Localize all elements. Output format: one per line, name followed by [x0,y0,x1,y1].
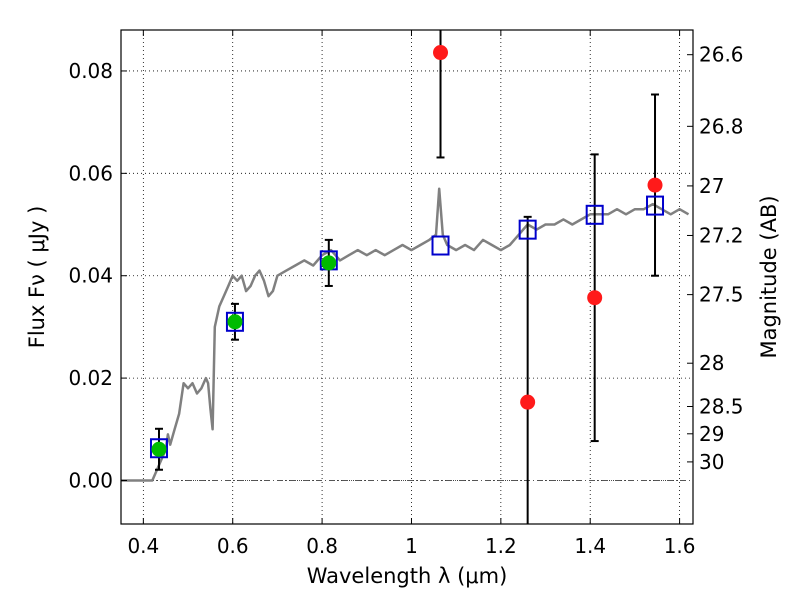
data-marks [149,30,665,524]
model-photometry-point [646,195,665,216]
y-tick-label: 0.02 [68,366,113,390]
magnitude-tick-label: 26.6 [699,43,744,67]
magnitude-tick-label: 26.8 [699,114,744,138]
x-tick-label: 1 [405,534,418,558]
y-tick-label: 0.00 [68,468,113,492]
y-tick-label: 0.04 [68,264,113,288]
magnitude-axis-label: Magnitude (AB) [757,195,781,358]
model-photometry-point [225,311,244,332]
model-photometry-point [585,204,604,225]
x-axis-label: Wavelength λ (μm) [307,564,508,588]
model-photometry-point [149,438,168,459]
x-tick-label: 0.8 [306,534,338,558]
magnitude-tick-label: 29 [699,422,724,446]
magnitude-tick-label: 30 [699,450,724,474]
model-photometry-point [431,235,450,256]
x-tick-label: 1.2 [485,534,517,558]
grid-lines [121,30,693,524]
y-axis-label: Flux Fν ( μJy ) [25,206,49,349]
x-tick-label: 1.4 [574,534,606,558]
y-tick-label: 0.08 [68,59,113,83]
y-tick-label: 0.06 [68,161,113,185]
x-axis: 0.4 0.6 0.8 1 1.2 1.4 1.6 [127,30,696,558]
x-tick-label: 0.6 [217,534,249,558]
x-tick-label: 0.4 [127,534,159,558]
magnitude-tick-label: 27 [699,174,724,198]
magnitude-axis: 26.6 26.8 27 27.2 27.5 28 28.5 29 30 [687,43,744,474]
magnitude-tick-label: 27.2 [699,223,744,247]
model-photometry-point [518,219,537,240]
measured-point [587,290,603,306]
plot-frame [120,29,694,525]
detected-point [151,441,167,457]
magnitude-tick-label: 27.5 [699,283,744,307]
plot-background [121,30,693,524]
detected-point [227,314,243,330]
magnitude-tick-label: 28 [699,351,724,375]
magnitude-tick-label: 28.5 [699,394,744,418]
x-tick-label: 1.6 [664,534,696,558]
measured-point [647,177,663,193]
measured-point [433,45,449,61]
model-spectrum-line [121,187,690,482]
y-axis: 0.00 0.02 0.04 0.06 0.08 [68,59,127,492]
detected-point [321,255,337,271]
measured-point [520,394,536,410]
